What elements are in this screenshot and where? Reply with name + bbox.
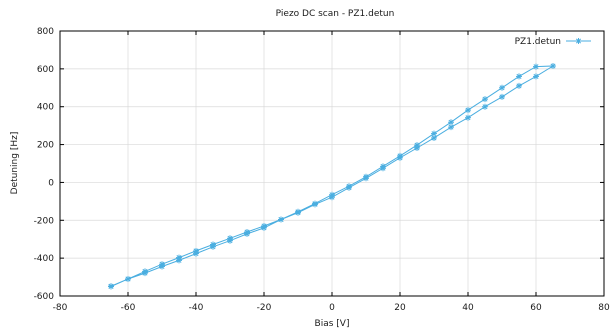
grid <box>60 31 604 296</box>
series-layer <box>108 63 556 290</box>
x-tick-label: -40 <box>189 303 204 313</box>
data-point <box>193 250 199 257</box>
y-tick-label: 800 <box>37 27 54 37</box>
y-tick-label: -600 <box>34 292 55 302</box>
marker-stroke <box>176 257 182 263</box>
data-point <box>397 152 403 159</box>
data-point <box>448 119 454 126</box>
marker-stroke <box>414 142 420 148</box>
data-point <box>482 103 488 110</box>
chart-title: Piezo DC scan - PZ1.detun <box>276 9 395 19</box>
y-tick-label: 400 <box>37 103 54 113</box>
data-point <box>499 93 505 100</box>
marker-stroke <box>431 135 437 141</box>
marker-stroke <box>108 284 114 290</box>
legend-marker-symbol <box>575 38 582 44</box>
data-point <box>108 283 114 290</box>
marker-stroke <box>516 83 522 89</box>
y-tick-label: -200 <box>34 216 55 226</box>
data-point <box>295 208 301 215</box>
marker-stroke <box>397 153 403 159</box>
data-point <box>431 130 437 137</box>
marker-stroke <box>329 192 335 198</box>
data-point <box>465 107 471 114</box>
data-point <box>550 63 556 70</box>
marker-stroke <box>482 104 488 110</box>
data-point <box>533 73 539 80</box>
y-tick-label: 600 <box>37 65 54 75</box>
marker-stroke <box>448 119 454 125</box>
marker-stroke <box>431 131 437 137</box>
data-point <box>516 82 522 89</box>
marker-stroke <box>533 73 539 79</box>
y-axis-ticks: -600 -400 -200 0 200 400 600 800 <box>34 27 604 302</box>
marker-stroke <box>244 231 250 237</box>
y-tick-label: -400 <box>34 254 55 264</box>
y-tick-label: 200 <box>37 141 54 151</box>
data-point <box>482 96 488 103</box>
marker-stroke <box>193 251 199 257</box>
marker-stroke <box>482 96 488 102</box>
marker-stroke <box>533 64 539 70</box>
marker-stroke <box>142 270 148 276</box>
data-point <box>380 163 386 170</box>
marker-stroke <box>346 183 352 189</box>
x-axis-ticks: -80 -60 -40 -20 0 20 40 60 80 <box>53 31 610 313</box>
legend-marker <box>575 38 582 44</box>
marker-stroke <box>363 174 369 180</box>
marker-stroke <box>465 115 471 121</box>
data-point <box>312 200 318 207</box>
marker-stroke <box>278 217 284 223</box>
data-point <box>227 237 233 244</box>
marker-stroke <box>575 38 582 44</box>
marker-stroke <box>499 85 505 91</box>
data-point <box>125 275 131 282</box>
data-point <box>346 183 352 190</box>
marker-stroke <box>210 244 216 250</box>
data-point <box>465 114 471 121</box>
data-point <box>142 270 148 277</box>
data-point <box>329 191 335 198</box>
x-tick-label: 0 <box>329 303 335 313</box>
data-point <box>278 216 284 223</box>
marker-stroke <box>295 209 301 215</box>
marker-stroke <box>499 94 505 100</box>
data-point <box>516 73 522 80</box>
data-point <box>261 224 267 231</box>
marker-stroke <box>550 63 556 69</box>
data-point <box>448 124 454 131</box>
data-point <box>533 63 539 70</box>
marker-stroke <box>227 238 233 244</box>
x-tick-label: -60 <box>121 303 136 313</box>
marker-stroke <box>261 225 267 231</box>
x-axis-label: Bias [V] <box>315 319 350 329</box>
x-tick-label: 80 <box>598 303 610 313</box>
marker-stroke <box>380 163 386 169</box>
x-tick-label: -80 <box>53 303 68 313</box>
marker-stroke <box>516 73 522 79</box>
x-tick-label: 20 <box>394 303 406 313</box>
data-point <box>244 230 250 237</box>
legend: PZ1.detun <box>515 37 591 47</box>
y-axis-label: Detuning [Hz] <box>10 132 20 195</box>
marker-stroke <box>125 276 131 282</box>
data-point <box>176 257 182 264</box>
marker-stroke <box>465 107 471 113</box>
data-point <box>499 84 505 91</box>
marker-stroke <box>159 263 165 269</box>
legend-label: PZ1.detun <box>515 37 561 47</box>
x-tick-label: 60 <box>530 303 542 313</box>
marker-stroke <box>312 201 318 207</box>
data-point <box>210 243 216 250</box>
x-tick-label: 40 <box>462 303 474 313</box>
x-tick-label: -20 <box>257 303 272 313</box>
data-point <box>363 173 369 180</box>
data-point <box>159 263 165 270</box>
data-point <box>414 142 420 149</box>
marker-stroke <box>448 124 454 130</box>
y-tick-label: 0 <box>48 178 54 188</box>
